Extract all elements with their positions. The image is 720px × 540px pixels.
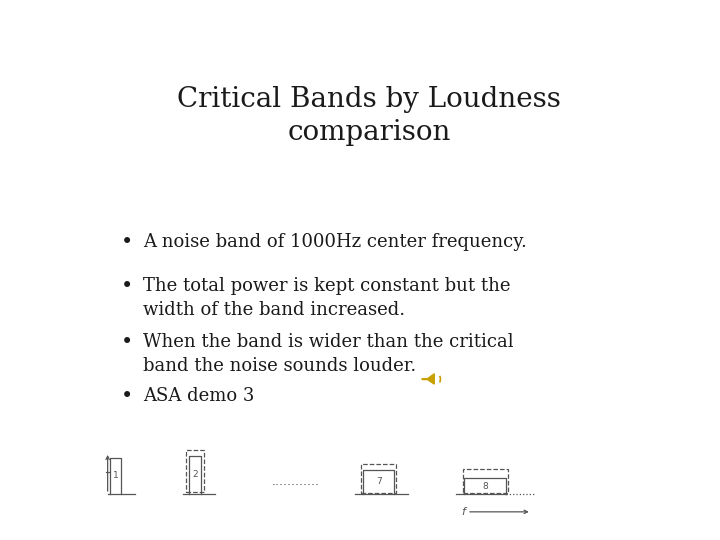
Text: The total power is kept constant but the
width of the band increased.: The total power is kept constant but the… [143, 277, 510, 319]
Text: A noise band of 1000Hz center frequency.: A noise band of 1000Hz center frequency. [143, 233, 527, 251]
Text: ............: ............ [271, 475, 320, 489]
Text: 1: 1 [112, 471, 118, 481]
Bar [361, 464, 396, 492]
Text: Critical Bands by Loudness
comparison: Critical Bands by Loudness comparison [177, 85, 561, 146]
Text: •: • [121, 277, 133, 296]
Text: •: • [121, 387, 133, 406]
Bar [462, 469, 508, 492]
Text: •: • [121, 333, 133, 352]
Text: f: f [462, 507, 465, 517]
Text: When the band is wider than the critical
band the noise sounds louder.: When the band is wider than the critical… [143, 333, 513, 375]
Text: 7: 7 [376, 477, 382, 487]
Text: 8: 8 [482, 482, 488, 491]
Polygon shape [422, 374, 434, 384]
Text: •: • [121, 233, 133, 252]
Text: 2: 2 [192, 470, 198, 480]
Text: ASA demo 3: ASA demo 3 [143, 387, 254, 405]
Bar [186, 450, 204, 492]
